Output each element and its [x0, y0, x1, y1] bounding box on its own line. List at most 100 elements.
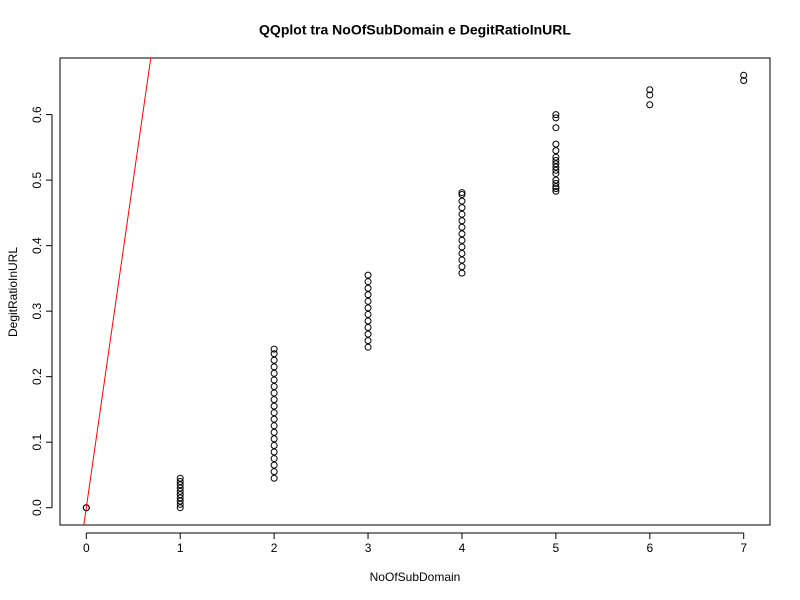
- point: [364, 278, 372, 286]
- point: [364, 317, 372, 325]
- point: [270, 382, 278, 390]
- point: [552, 153, 560, 161]
- point: [364, 330, 372, 338]
- point: [552, 163, 560, 171]
- point: [364, 324, 372, 332]
- point: [458, 217, 466, 225]
- point: [270, 396, 278, 404]
- point: [270, 345, 278, 353]
- point: [270, 435, 278, 443]
- point: [552, 111, 560, 119]
- point: [458, 204, 466, 212]
- point: [458, 189, 466, 197]
- point: [270, 448, 278, 456]
- reference-line: [83, 58, 152, 525]
- point: [552, 156, 560, 164]
- point: [270, 474, 278, 482]
- x-axis-label: NoOfSubDomain: [370, 570, 461, 584]
- point: [458, 230, 466, 238]
- point: [552, 140, 560, 148]
- y-tick-label: 0.1: [30, 434, 44, 451]
- point: [458, 250, 466, 258]
- y-tick-label: 0.3: [30, 302, 44, 319]
- point: [458, 263, 466, 271]
- chart-title: QQplot tra NoOfSubDomain e DegitRatioInU…: [259, 22, 571, 38]
- point: [552, 160, 560, 168]
- x-tick-label: 4: [459, 541, 466, 555]
- y-tick-label: 0.2: [30, 368, 44, 385]
- x-tick-label: 0: [83, 541, 90, 555]
- point: [552, 179, 560, 187]
- x-tick-label: 6: [646, 541, 653, 555]
- point: [552, 170, 560, 178]
- point: [270, 369, 278, 377]
- point: [552, 176, 560, 184]
- point: [646, 86, 654, 94]
- point: [270, 363, 278, 371]
- point: [646, 91, 654, 99]
- x-tick-label: 1: [177, 541, 184, 555]
- point: [458, 269, 466, 277]
- point: [740, 71, 748, 79]
- point: [270, 415, 278, 423]
- point: [270, 461, 278, 469]
- point: [458, 223, 466, 231]
- point: [552, 147, 560, 155]
- point: [176, 474, 184, 482]
- point: [552, 114, 560, 122]
- y-tick-label: 0.0: [30, 499, 44, 516]
- point: [740, 77, 748, 85]
- point: [176, 487, 184, 495]
- point: [176, 491, 184, 499]
- point: [552, 185, 560, 193]
- x-tick-label: 7: [740, 541, 747, 555]
- x-tick-label: 5: [553, 541, 560, 555]
- point: [270, 389, 278, 397]
- point: [552, 166, 560, 174]
- point: [270, 356, 278, 364]
- point: [270, 422, 278, 430]
- point: [270, 376, 278, 384]
- y-tick-label: 0.4: [30, 237, 44, 254]
- plot-frame: [59, 57, 771, 526]
- point: [458, 256, 466, 264]
- point: [270, 441, 278, 449]
- point: [270, 455, 278, 463]
- point: [176, 497, 184, 505]
- point: [364, 284, 372, 292]
- point: [458, 197, 466, 205]
- x-tick-label: 2: [271, 541, 278, 555]
- point: [458, 243, 466, 251]
- point: [270, 402, 278, 410]
- point: [364, 297, 372, 305]
- point: [364, 304, 372, 312]
- y-tick-label: 0.6: [30, 106, 44, 123]
- y-axis-label: DegitRatioInURL: [6, 247, 20, 337]
- point: [364, 310, 372, 318]
- point: [176, 481, 184, 489]
- point: [458, 191, 466, 199]
- point: [270, 350, 278, 358]
- point: [458, 236, 466, 244]
- point: [176, 494, 184, 502]
- point: [176, 484, 184, 492]
- point: [270, 428, 278, 436]
- point: [364, 271, 372, 279]
- point: [364, 343, 372, 351]
- point: [270, 468, 278, 476]
- point: [552, 187, 560, 195]
- point: [552, 183, 560, 191]
- point: [458, 210, 466, 218]
- point: [364, 337, 372, 345]
- point: [646, 101, 654, 109]
- point: [176, 504, 184, 512]
- y-tick-label: 0.5: [30, 171, 44, 188]
- point: [270, 409, 278, 417]
- plot-area: [82, 58, 748, 525]
- point: [552, 124, 560, 132]
- x-tick-label: 3: [365, 541, 372, 555]
- point: [364, 291, 372, 299]
- point: [176, 477, 184, 485]
